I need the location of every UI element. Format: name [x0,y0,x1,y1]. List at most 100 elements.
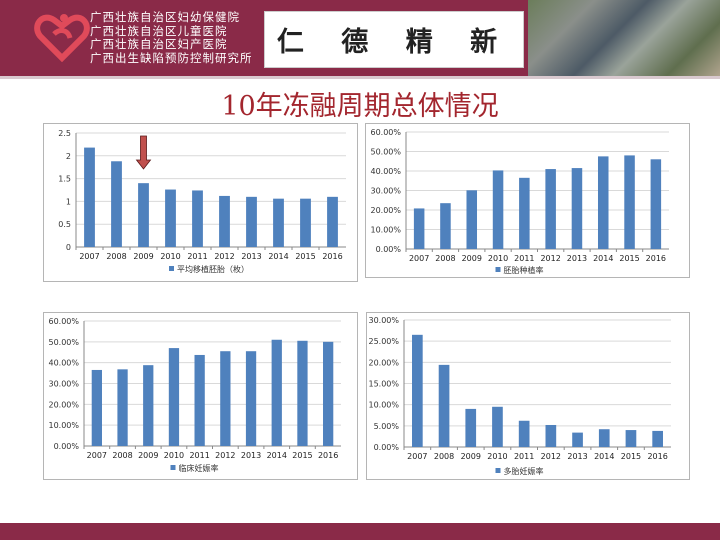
x-tick-label: 2016 [647,452,667,461]
org-line: 广西壮族自治区儿童医院 [90,23,228,38]
x-tick-label: 2014 [268,252,288,261]
bar-2013 [246,196,257,247]
x-tick-label: 2010 [488,254,508,263]
x-tick-label: 2009 [461,452,481,461]
x-tick-label: 2013 [567,452,587,461]
org-line: 广西壮族自治区妇产医院 [90,37,228,51]
bar-2009 [138,183,149,247]
x-tick-label: 2007 [87,451,107,460]
y-tick-label: 60.00% [48,317,79,326]
y-tick-label: 0 [66,243,71,252]
hospital-campus-photo [528,0,720,76]
bar-2013 [572,432,583,447]
bar-2016 [652,430,663,447]
bar-2014 [597,156,609,249]
y-tick-label: 1 [66,197,71,206]
y-tick-label: 10.00% [370,226,401,235]
y-tick-label: 2.5 [58,129,71,138]
bar-2012 [220,351,231,446]
y-tick-label: 30.00% [370,187,401,196]
bar-2011 [519,177,530,249]
y-tick-label: 30.00% [48,380,79,389]
bar-2016 [323,341,334,446]
header-divider [0,76,720,79]
x-tick-label: 2007 [79,252,99,261]
x-tick-label: 2012 [540,254,560,263]
y-tick-label: 40.00% [48,359,79,368]
x-tick-label: 2012 [214,252,234,261]
bar-2012 [219,195,230,247]
x-tick-label: 2011 [514,452,534,461]
motto-box: 仁 德 精 新 [264,11,524,68]
down-arrow-icon [135,135,152,170]
y-tick-label: 60.00% [370,128,401,137]
x-tick-label: 2009 [462,254,482,263]
y-tick-label: 40.00% [370,167,401,176]
organization-names: 广西壮族自治区妇幼保健院 广西壮族自治区儿童医院 广西壮族自治区妇产医院 广西出… [90,10,253,65]
y-tick-label: 10.00% [48,421,79,430]
bar-2009 [466,190,478,249]
footer-band [0,523,720,540]
header-banner: 广西壮族自治区妇幼保健院 广西壮族自治区儿童医院 广西壮族自治区妇产医院 广西出… [0,0,720,76]
x-tick-label: 2008 [106,252,126,261]
bar-2010 [165,189,176,247]
legend-label: 平均移植胚胎（枚） [177,264,249,274]
x-tick-label: 2010 [160,252,180,261]
org-line: 广西壮族自治区妇幼保健院 [90,10,240,24]
bar-2007 [413,208,425,249]
x-tick-label: 2016 [318,451,338,460]
x-tick-label: 2015 [292,451,312,460]
bar-2010 [492,170,504,249]
bar-2016 [650,159,662,249]
bar-2013 [571,168,583,249]
y-tick-label: 1.5 [58,175,71,184]
y-tick-label: 50.00% [48,338,79,347]
bar-2010 [168,348,180,446]
x-tick-label: 2007 [407,452,427,461]
bar-2015 [297,340,308,446]
bar-2008 [111,161,122,247]
bar-2011 [192,190,203,247]
x-tick-label: 2011 [187,252,207,261]
bar-2009 [465,408,477,447]
x-tick-label: 2014 [593,254,613,263]
x-tick-label: 2015 [621,452,641,461]
legend-swatch [169,266,174,271]
bar-2014 [271,339,282,446]
x-tick-label: 2010 [164,451,184,460]
legend-label: 胚胎种植率 [504,265,544,275]
bar-2015 [625,430,637,447]
x-tick-label: 2014 [594,452,614,461]
bar-2008 [438,364,450,447]
y-tick-label: 30.00% [368,316,399,325]
chart-svg: 0 0.5 1 1.5 2 2.5 2007 2008 2009 2010 2011 2012 2013… [58,129,346,274]
bar-2007 [412,334,423,447]
x-tick-label: 2010 [487,452,507,461]
bar-2010 [492,406,503,447]
bar-2009 [143,365,154,446]
chart-avg-embryos-transferred: 0 0.5 1 1.5 2 2.5 2007 2008 2009 2010 2011 2012 2013… [43,123,358,282]
bar-2014 [598,429,610,447]
chart-svg: 0.00% 10.00% 20.00% 30.00% 40.00% 50.00% 60.00… [48,317,341,473]
y-tick-label: 20.00% [48,400,79,409]
y-tick-label: 0.00% [54,442,80,451]
chart-clinical-pregnancy-rate: 0.00% 10.00% 20.00% 30.00% 40.00% 50.00% 60.00… [43,312,358,480]
y-tick-label: 0.00% [374,443,400,452]
x-tick-label: 2008 [434,452,454,461]
x-tick-label: 2008 [112,451,132,460]
y-tick-label: 20.00% [368,358,399,367]
x-tick-label: 2008 [435,254,455,263]
x-tick-label: 2016 [646,254,666,263]
chart-svg: 0.00% 10.00% 20.00% 30.00% 40.00% 50.00% 60.00… [370,128,669,275]
bar-2012 [545,424,557,447]
legend-swatch [495,468,501,473]
y-tick-label: 25.00% [368,337,399,346]
x-tick-label: 2013 [241,451,261,460]
legend-swatch [495,267,501,272]
org-line: 广西出生缺陷预防控制研究所 [90,50,253,65]
bar-2015 [300,198,311,247]
y-tick-label: 5.00% [374,422,400,431]
x-tick-label: 2011 [189,451,209,460]
x-tick-label: 2007 [409,254,429,263]
x-tick-label: 2013 [567,254,587,263]
